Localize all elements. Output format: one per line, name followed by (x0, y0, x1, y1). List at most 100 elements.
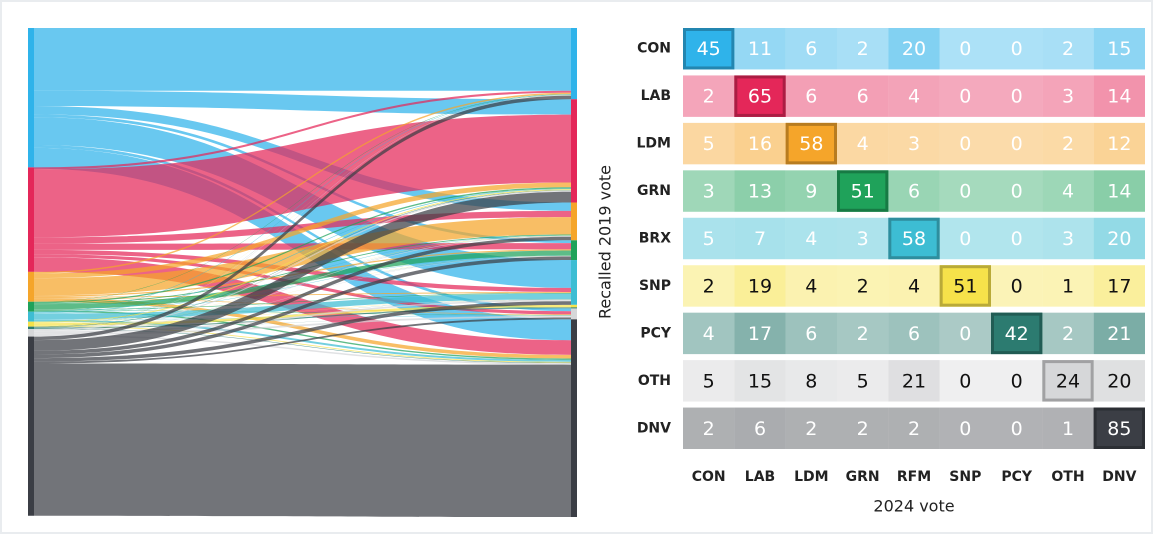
flow (34, 190, 571, 331)
flow (34, 235, 571, 323)
x-tick-label: GRN (846, 469, 880, 485)
cell-label: 0 (959, 418, 971, 440)
heatmap-cell (837, 360, 889, 402)
heatmap-cell (683, 75, 735, 117)
heatmap-cell (1042, 312, 1094, 355)
heatmap-cell (683, 360, 735, 402)
cell-label: 9 (805, 181, 817, 203)
flow (34, 28, 571, 91)
left-node (28, 28, 34, 168)
flow (34, 256, 571, 359)
heatmap-cell (734, 28, 786, 70)
cell-label: 14 (1107, 86, 1131, 108)
heatmap-cell (683, 407, 735, 449)
right-node (571, 28, 577, 100)
y-tick-label: LDM (637, 136, 671, 152)
heatmap-cell (785, 122, 837, 165)
cell-label: 0 (1011, 370, 1023, 392)
cell-label: 0 (1011, 133, 1023, 155)
cell-label: 6 (908, 181, 920, 203)
flow (34, 310, 571, 360)
cell-label: 85 (1107, 418, 1131, 440)
heatmap-cell (939, 75, 991, 117)
cell-label: 0 (1011, 275, 1023, 297)
cell-label: 3 (1062, 86, 1074, 108)
cell-label: 20 (1107, 370, 1131, 392)
heatmap-cell (939, 217, 991, 260)
heatmap-cell (1042, 170, 1094, 212)
heatmap-cell (683, 312, 735, 355)
heatmap-cell (1042, 217, 1094, 260)
heatmap-cell (1093, 170, 1145, 212)
cell-label: 0 (1011, 38, 1023, 60)
cell-label: 4 (908, 86, 920, 108)
flow (34, 299, 571, 334)
cell-label: 0 (959, 38, 971, 60)
cell-label: 2 (857, 38, 869, 60)
flow (34, 334, 571, 365)
y-tick-label: BRX (639, 231, 671, 247)
cell-label: 6 (908, 323, 920, 345)
heatmap-cell (991, 75, 1043, 117)
cell-label: 6 (805, 86, 817, 108)
cell-label: 0 (1011, 86, 1023, 108)
heatmap-cell (785, 75, 837, 117)
heatmap-cell (1093, 360, 1145, 402)
cell-label: 4 (908, 275, 920, 297)
cell-label: 21 (1107, 323, 1131, 345)
flow (34, 255, 571, 323)
heatmap-cell (734, 265, 786, 307)
heatmap-cell (939, 122, 991, 165)
y-tick-label: PCY (640, 325, 672, 341)
flow (34, 95, 571, 322)
heatmap-cell (888, 28, 940, 70)
cell-label: 7 (754, 228, 766, 250)
flow (34, 254, 571, 315)
x-tick-label: SNP (949, 469, 981, 485)
heatmap-cell (837, 28, 889, 70)
heatmap-cell (785, 312, 837, 355)
x-tick-label: PCY (1001, 469, 1033, 485)
heatmap-cell (888, 407, 940, 449)
cell-label: 0 (1011, 418, 1023, 440)
cell-label: 65 (748, 86, 772, 108)
heatmap-cell (785, 217, 837, 260)
cell-label: 2 (703, 86, 715, 108)
cell-label: 1 (1062, 275, 1074, 297)
diagonal-highlight (1042, 360, 1094, 402)
y-tick-label: DNV (637, 420, 671, 436)
flow (34, 301, 571, 362)
cell-label: 4 (1062, 181, 1074, 203)
cell-label: 2 (1062, 38, 1074, 60)
heatmap-cell (991, 170, 1043, 212)
cell-label: 5 (703, 370, 715, 392)
cell-label: 2 (1062, 323, 1074, 345)
cell-label: 2 (908, 418, 920, 440)
cell-label: 1 (1062, 418, 1074, 440)
heatmap-cell (939, 360, 991, 402)
heatmap-cell (991, 217, 1043, 260)
flow (34, 315, 571, 326)
x-tick-label: LDM (794, 469, 828, 485)
heatmap-cell (888, 265, 940, 307)
heatmap-cell (1042, 265, 1094, 307)
cell-label: 0 (1011, 228, 1023, 250)
flow (34, 304, 571, 326)
cell-label: 5 (857, 370, 869, 392)
heatmap-cell (734, 360, 786, 402)
left-node (28, 311, 34, 322)
cell-label: 2 (857, 323, 869, 345)
x-tick-label: LAB (745, 469, 775, 485)
diagonal-highlight (939, 265, 992, 307)
flow (34, 90, 571, 170)
flow (34, 292, 571, 310)
cell-label: 5 (703, 133, 715, 155)
cell-label: 6 (805, 323, 817, 345)
left-node (28, 321, 34, 327)
heatmap-cell (888, 75, 940, 117)
cell-label: 4 (805, 275, 817, 297)
cell-label: 4 (703, 323, 715, 345)
flow (34, 317, 571, 364)
